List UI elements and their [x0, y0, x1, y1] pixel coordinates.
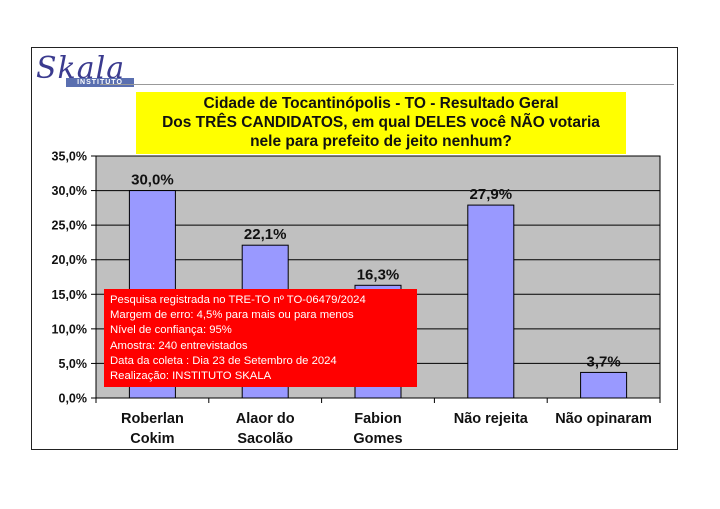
chart-title: Cidade de Tocantinópolis - TO - Resultad…	[136, 92, 626, 154]
y-tick-label: 20,0%	[52, 253, 87, 267]
y-tick-label: 10,0%	[52, 322, 87, 336]
y-tick-label: 15,0%	[52, 288, 87, 302]
notice-line: Margem de erro: 4,5% para mais ou para m…	[110, 309, 354, 322]
data-label: 16,3%	[357, 266, 400, 283]
notice-line: Data da coleta : Dia 23 de Setembro de 2…	[110, 354, 337, 367]
category-label: Fabion	[354, 411, 402, 427]
skala-logo: Skala INSTITUTO	[36, 51, 136, 89]
notice-line: Pesquisa registrada no TRE-TO nº TO-0647…	[110, 294, 366, 306]
y-tick-label: 35,0%	[52, 150, 87, 164]
title-line-2: Dos TRÊS CANDIDATOS, em qual DELES você …	[162, 114, 600, 131]
notice-line: Nível de confiança: 95%	[110, 324, 232, 337]
bar	[580, 371, 628, 399]
notice-line: Amostra: 240 entrevistados	[110, 339, 248, 352]
data-label: 27,9%	[470, 186, 513, 203]
category-label: Alaor do	[236, 411, 295, 427]
notice-line: Realização: INSTITUTO SKALA	[110, 370, 272, 383]
y-tick-label: 25,0%	[52, 219, 87, 233]
data-label: 3,7%	[586, 353, 620, 370]
y-tick-label: 30,0%	[52, 184, 87, 198]
logo-subtitle: INSTITUTO	[66, 78, 134, 87]
title-line-3: nele para prefeito de jeito nenhum?	[250, 133, 512, 150]
category-label: Não opinaram	[555, 411, 652, 427]
y-tick-label: 0,0%	[59, 392, 88, 406]
data-label: 22,1%	[244, 226, 287, 243]
category-label: Cokim	[130, 431, 174, 447]
category-label: Gomes	[353, 431, 402, 447]
category-label: Não rejeita	[454, 411, 529, 427]
title-line-1: Cidade de Tocantinópolis - TO - Resultad…	[203, 95, 559, 112]
bar	[467, 204, 515, 399]
data-label: 30,0%	[131, 172, 174, 189]
category-label: Roberlan	[121, 411, 184, 427]
y-tick-label: 5,0%	[59, 357, 88, 371]
header-rule	[100, 84, 674, 85]
category-label: Sacolão	[237, 431, 293, 447]
survey-info-box: Pesquisa registrada no TRE-TO nº TO-0647…	[104, 289, 417, 387]
